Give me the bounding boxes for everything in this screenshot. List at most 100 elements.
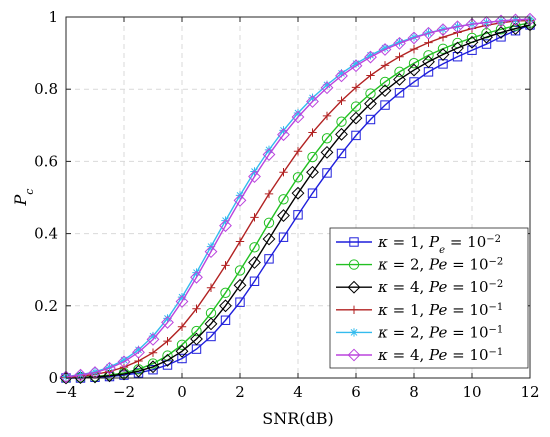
marker-diamond [59, 370, 73, 384]
legend-kappa-value: = 1, [388, 301, 429, 319]
ticks: −4 −2 0 2 4 6 8 10 12 0 0.2 0.4 0.6 0.8 1 [34, 8, 539, 401]
data-point [424, 38, 433, 47]
data-point [177, 322, 187, 331]
legend: κ = 1, Pe = 10−2κ = 2, Pe = 10−2κ = 4, P… [329, 227, 529, 369]
data-point [248, 170, 261, 183]
marker-square [467, 45, 477, 55]
data-point [467, 45, 477, 55]
y-tick-label: 0.4 [34, 225, 58, 243]
marker-diamond [74, 368, 87, 382]
marker-diamond [407, 63, 421, 77]
y-tick-label: 1 [48, 8, 58, 26]
data-point [409, 77, 419, 87]
marker-plus [351, 83, 361, 92]
data-point [277, 128, 290, 142]
marker-square [394, 88, 405, 98]
data-point [59, 370, 73, 384]
marker-diamond [219, 299, 232, 313]
data-point [336, 148, 347, 159]
legend-p-value: = 10 [447, 256, 488, 274]
marker-plus [177, 322, 187, 331]
data-point [307, 151, 318, 163]
legend-kappa: κ [377, 346, 388, 364]
marker-plus [163, 336, 172, 346]
data-point [117, 367, 131, 381]
data-point [408, 58, 420, 69]
data-point [451, 41, 464, 55]
data-point [293, 210, 303, 220]
marker-square [452, 52, 463, 62]
data-point [379, 76, 391, 88]
marker-diamond [161, 353, 174, 367]
data-point [393, 36, 406, 50]
marker-square [293, 210, 303, 220]
data-point [278, 232, 289, 242]
data-point [291, 110, 305, 124]
data-point [465, 35, 479, 49]
data-point [262, 232, 276, 246]
marker-square [307, 188, 318, 198]
marker-diamond [347, 348, 361, 362]
data-point [394, 66, 405, 78]
marker-diamond [451, 41, 464, 55]
data-point [481, 39, 492, 49]
marker-circle [234, 265, 246, 276]
legend-exponent: −1 [489, 301, 504, 312]
marker-diamond [175, 295, 189, 308]
x-tick-label: 2 [235, 383, 245, 401]
marker-square [206, 331, 216, 342]
data-point [277, 209, 290, 222]
marker-diamond [190, 332, 203, 346]
marker-asterisk [322, 80, 332, 90]
marker-diamond [509, 22, 522, 35]
series-line [65, 22, 531, 379]
data-point [220, 287, 231, 299]
data-point [117, 355, 131, 369]
legend-exponent: −2 [486, 234, 501, 245]
marker-plus [279, 168, 288, 177]
data-point [337, 96, 346, 105]
data-point [176, 339, 188, 350]
marker-diamond [349, 111, 363, 125]
marker-circle [336, 116, 347, 127]
x-tick-label: 4 [293, 383, 303, 401]
data-point [264, 189, 274, 199]
marker-diamond [306, 95, 319, 108]
x-tick-label: 10 [462, 383, 481, 401]
data-point [192, 304, 201, 313]
data-point [103, 361, 116, 375]
marker-diamond [291, 186, 305, 200]
marker-square [148, 364, 158, 375]
legend-entry-4: κ = 1, Pe = 10−1 [336, 301, 503, 319]
data-point [293, 147, 303, 156]
y-tick-label: 0.8 [34, 80, 58, 98]
marker-square [380, 100, 390, 110]
data-point [423, 50, 434, 61]
marker-plus [192, 304, 201, 313]
data-point [278, 194, 289, 205]
x-tick-label: 12 [520, 383, 539, 401]
data-point [148, 364, 158, 375]
data-point [190, 270, 203, 284]
data-point [119, 355, 129, 365]
marker-square [351, 130, 361, 141]
marker-plus [424, 38, 433, 47]
marker-asterisk [279, 126, 288, 135]
data-point [322, 111, 332, 121]
legend-kappa-value: = 1, [388, 233, 429, 251]
legend-entry-3: κ = 4, Pe = 10−2 [336, 278, 503, 296]
data-point [249, 276, 260, 286]
legend-kappa: κ [377, 256, 388, 274]
marker-diamond [262, 148, 276, 161]
marker-diamond [146, 332, 160, 346]
series-layer [59, 12, 537, 385]
marker-diamond [262, 232, 276, 246]
marker-diamond [393, 73, 406, 86]
data-point [163, 336, 172, 346]
marker-asterisk [105, 362, 114, 372]
data-point [364, 50, 377, 64]
marker-diamond [277, 128, 290, 142]
marker-diamond [480, 30, 493, 44]
x-axis-label: SNR(dB) [262, 409, 334, 428]
data-point [147, 358, 159, 369]
